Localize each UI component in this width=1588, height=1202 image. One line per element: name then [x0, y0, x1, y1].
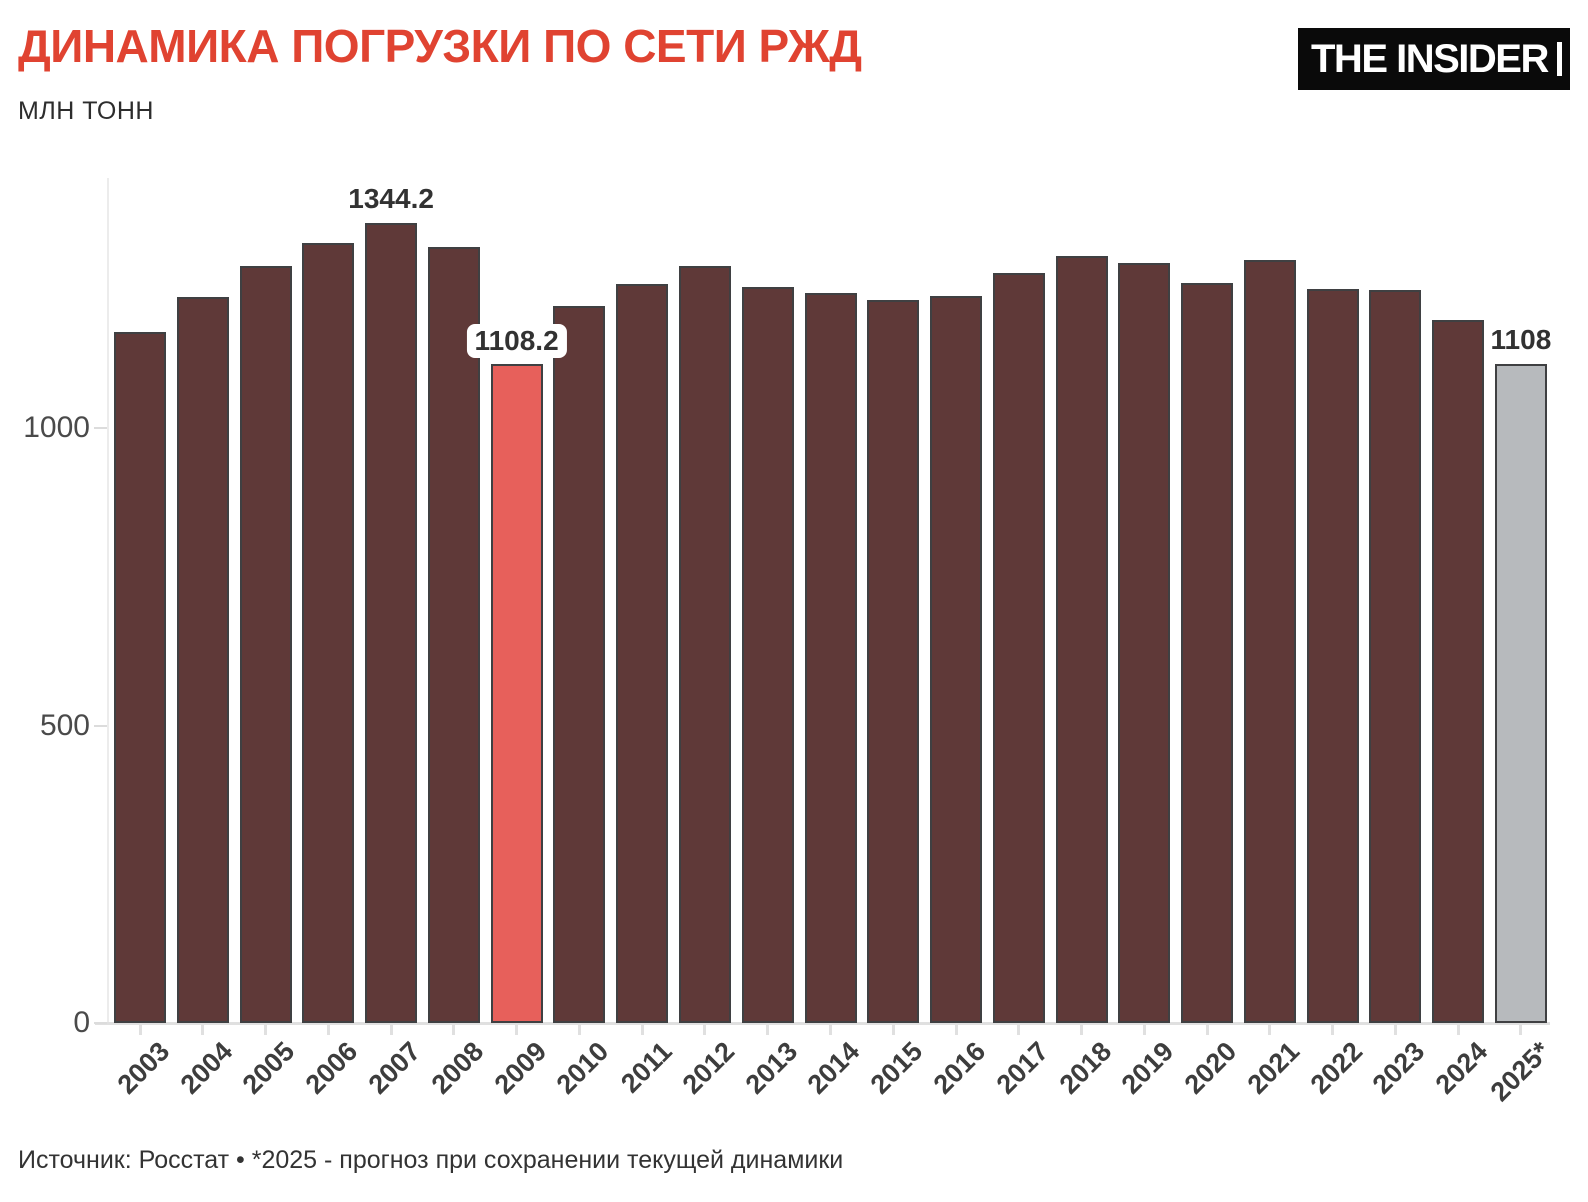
bar-2021	[1243, 260, 1296, 1023]
bar-2006	[302, 243, 355, 1023]
bar-2009	[490, 364, 543, 1023]
bar-2005	[239, 266, 292, 1023]
x-tick-label-2020: 2020	[1178, 1036, 1243, 1100]
x-tick-label-2010: 2010	[550, 1036, 615, 1100]
x-axis-tick-2007	[389, 1025, 393, 1035]
x-axis-tick-2020	[1205, 1025, 1209, 1035]
x-tick-label-2023: 2023	[1366, 1036, 1431, 1100]
x-axis-tick-2015	[891, 1025, 895, 1035]
x-axis-tick-2024	[1456, 1025, 1460, 1035]
x-axis-tick-2003	[138, 1025, 142, 1035]
x-axis-tick-2011	[640, 1025, 644, 1035]
y-axis-line	[107, 178, 109, 1023]
x-tick-label-2014: 2014	[802, 1036, 866, 1100]
x-axis-tick-2017	[1017, 1025, 1021, 1035]
bar-2013	[741, 287, 794, 1023]
x-tick-label-2015: 2015	[864, 1036, 929, 1100]
x-tick-label-2006: 2006	[299, 1036, 364, 1100]
x-tick-label-2003: 2003	[111, 1036, 176, 1100]
x-axis-tick-2022	[1331, 1025, 1335, 1035]
x-tick-label-2005: 2005	[237, 1036, 301, 1100]
y-axis-tick-1000	[94, 427, 107, 429]
x-axis-tick-2016	[954, 1025, 958, 1035]
x-tick-label-2018: 2018	[1053, 1036, 1117, 1100]
x-tick-label-2024: 2024	[1429, 1036, 1494, 1100]
bar-2019	[1118, 263, 1171, 1023]
bar-2025	[1494, 364, 1547, 1023]
bar-2004	[176, 297, 229, 1023]
x-tick-label-2009: 2009	[488, 1036, 552, 1100]
x-tick-label-2004: 2004	[174, 1036, 239, 1100]
source-note: Источник: Росстат • *2025 - прогноз при …	[18, 1146, 844, 1174]
insider-logo: THE INSIDER	[1298, 28, 1570, 90]
y-axis-tick-0	[94, 1022, 107, 1024]
x-axis-tick-2012	[703, 1025, 707, 1035]
bar-2010	[553, 306, 606, 1023]
x-axis-tick-2018	[1080, 1025, 1084, 1035]
x-tick-label-2008: 2008	[425, 1036, 490, 1100]
y-axis-label-0: 0	[73, 1006, 90, 1039]
chart-title: ДИНАМИКА ПОГРУЗКИ ПО СЕТИ РЖД	[18, 20, 862, 72]
x-axis-tick-2014	[829, 1025, 832, 1035]
bar-2015	[867, 300, 920, 1023]
x-tick-label-2007: 2007	[362, 1036, 427, 1100]
logo-text: THE INSIDER	[1311, 36, 1549, 81]
x-axis-tick-2019	[1142, 1025, 1146, 1035]
bar-2012	[678, 266, 731, 1023]
value-label-2009: 1108.2	[466, 324, 567, 359]
bar-2008	[427, 247, 480, 1023]
x-axis-tick-2013	[766, 1025, 770, 1035]
y-axis-tick-500	[94, 724, 107, 727]
bar-2022	[1306, 289, 1359, 1023]
x-axis-tick-2006	[326, 1025, 330, 1035]
x-axis-tick-2004	[201, 1025, 205, 1035]
x-tick-label-2021: 2021	[1241, 1036, 1306, 1100]
logo-cursor-icon	[1557, 42, 1562, 76]
x-axis-line	[95, 1022, 1550, 1025]
x-tick-label-2025: 2025*	[1484, 1036, 1557, 1108]
x-axis-tick-2010	[577, 1025, 581, 1035]
x-axis-tick-2009	[515, 1025, 519, 1035]
x-tick-label-2016: 2016	[927, 1036, 992, 1100]
x-axis-tick-2005	[264, 1025, 267, 1035]
bar-2020	[1181, 283, 1234, 1023]
x-axis-tick-2025	[1519, 1025, 1523, 1035]
x-tick-label-2017: 2017	[990, 1036, 1055, 1100]
bar-2024	[1432, 320, 1485, 1023]
x-tick-label-2012: 2012	[676, 1036, 741, 1100]
bar-2014	[804, 293, 857, 1023]
x-axis-tick-2008	[452, 1025, 456, 1035]
bar-2007	[365, 223, 418, 1023]
x-axis-tick-2021	[1268, 1025, 1272, 1035]
x-axis-tick-2023	[1393, 1025, 1397, 1035]
bar-2011	[616, 284, 669, 1023]
value-label-2025: 1108	[1490, 324, 1552, 355]
value-label-2007: 1344.2	[348, 183, 434, 214]
x-tick-label-2013: 2013	[739, 1036, 803, 1100]
chart-subtitle: МЛН ТОНН	[18, 97, 154, 125]
y-axis-label-500: 500	[39, 708, 90, 742]
bar-2018	[1055, 256, 1108, 1023]
x-tick-label-2022: 2022	[1304, 1036, 1368, 1100]
bar-2017	[992, 273, 1045, 1023]
y-axis-label-1000: 1000	[23, 411, 90, 444]
bar-2003	[114, 332, 166, 1023]
x-tick-label-2019: 2019	[1115, 1036, 1180, 1100]
bar-2023	[1369, 290, 1422, 1023]
x-tick-label-2011: 2011	[614, 1036, 678, 1099]
bar-2016	[930, 296, 982, 1023]
